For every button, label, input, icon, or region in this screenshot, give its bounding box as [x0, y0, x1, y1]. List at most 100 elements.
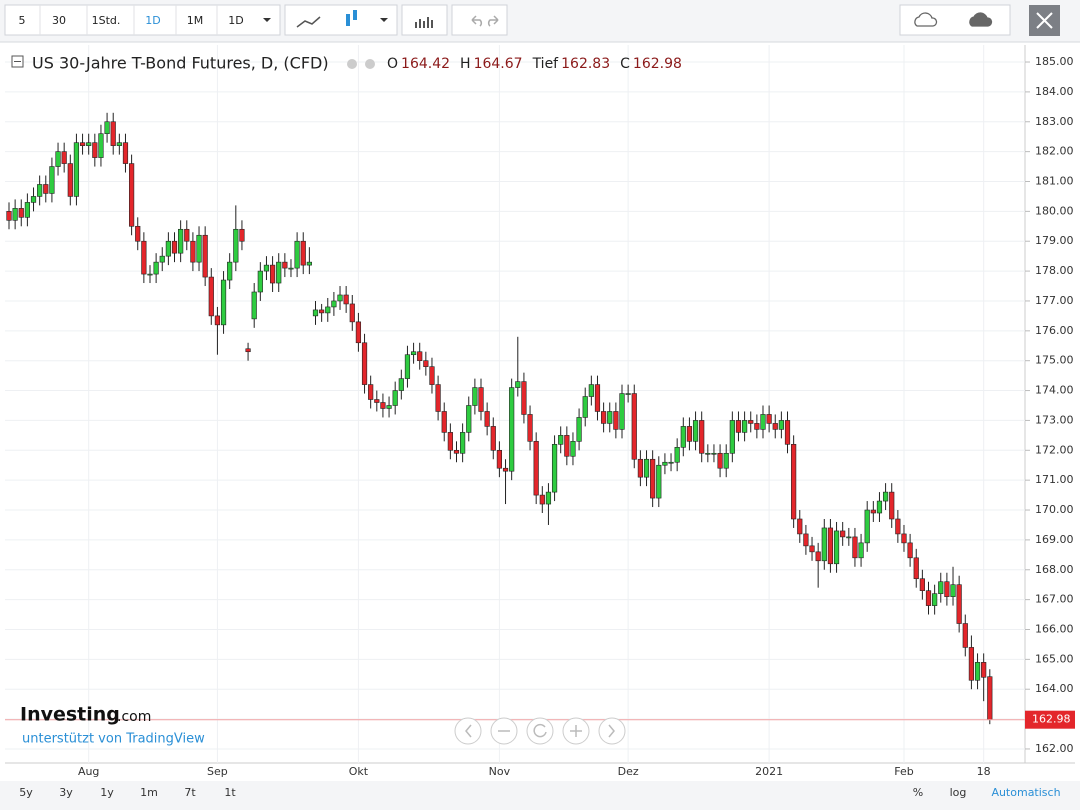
candle-body [987, 676, 993, 720]
undo-icon[interactable] [471, 15, 483, 27]
interval-button[interactable]: 5 [19, 14, 26, 27]
candle-body [141, 240, 147, 275]
ohlc-value: 162.98 [633, 56, 682, 72]
candle-body [410, 351, 417, 356]
candle-body [889, 491, 895, 520]
candle-body [18, 208, 24, 218]
indicator-icon [415, 17, 433, 28]
candle-body [582, 396, 588, 418]
y-tick-label: 162.00 [1035, 742, 1074, 755]
y-tick-label: 182.00 [1035, 145, 1074, 158]
candle-body [754, 423, 760, 430]
candle-body [355, 321, 362, 344]
candle-icon[interactable] [353, 10, 357, 20]
interval-button[interactable]: 1D [145, 14, 160, 27]
candle-body [73, 142, 80, 197]
candle-body [325, 306, 331, 314]
candle-body [601, 411, 607, 424]
y-tick-label: 169.00 [1035, 533, 1074, 546]
range-button[interactable]: 1y [100, 786, 114, 799]
ohlc-value: 164.42 [401, 56, 450, 72]
candle-body [300, 240, 306, 266]
scroll-left[interactable] [454, 717, 482, 745]
candle-body [938, 581, 944, 594]
dropdown-arrow[interactable] [263, 18, 271, 22]
candle-body [729, 420, 735, 454]
candle-body [919, 578, 925, 591]
candle-body [827, 527, 834, 565]
candle-body [668, 461, 674, 464]
candle-body [901, 533, 907, 544]
scale-button[interactable]: % [913, 786, 923, 799]
plot-area [5, 45, 1025, 763]
redo-icon[interactable] [487, 15, 499, 27]
candle-body [723, 452, 729, 469]
eye-icon[interactable] [347, 59, 357, 69]
candle-body [564, 435, 570, 457]
candle-body [870, 509, 876, 514]
candle-body [263, 264, 270, 272]
candle-body [380, 402, 386, 409]
range-button[interactable]: 1m [140, 786, 158, 799]
y-tick-label: 168.00 [1035, 563, 1074, 576]
settings-icon[interactable] [365, 59, 375, 69]
range-button[interactable]: 5y [19, 786, 33, 799]
candle-body [735, 420, 742, 433]
credit: unterstützt von TradingView [22, 732, 205, 747]
interval-button[interactable]: 1Std. [92, 14, 121, 27]
candle-body [294, 240, 300, 269]
scale-button[interactable]: Automatisch [991, 786, 1060, 799]
candle-body [797, 518, 803, 535]
ohlc-label: C [620, 56, 630, 72]
candle-body [741, 420, 748, 433]
candle-body [312, 309, 319, 317]
candle-body [791, 444, 797, 520]
candle-body [613, 411, 619, 430]
scroll-right[interactable] [598, 717, 626, 745]
candle-body [343, 294, 349, 305]
candle-body [190, 240, 196, 263]
candle-body [692, 420, 699, 442]
candle-body [337, 294, 343, 302]
candle-body [116, 142, 122, 146]
interval-button[interactable]: 1M [187, 14, 204, 27]
candle-body [956, 584, 962, 624]
candle-body [49, 166, 55, 194]
range-button[interactable]: 3y [59, 786, 73, 799]
candle-body [30, 196, 37, 203]
range-button[interactable]: 7t [184, 786, 196, 799]
candle-body [932, 593, 938, 606]
candle-body [257, 270, 263, 293]
candle-body [631, 393, 637, 460]
candle-body [159, 255, 165, 263]
candle-body [643, 458, 650, 478]
reset[interactable] [526, 717, 554, 745]
candle-body [171, 240, 178, 254]
candle-body [386, 405, 392, 409]
range-button[interactable]: 1t [224, 786, 236, 799]
y-tick-label: 172.00 [1035, 443, 1074, 456]
y-tick-label: 174.00 [1035, 384, 1074, 397]
candle-body [551, 444, 558, 493]
cloud-upload[interactable] [969, 12, 993, 27]
ohlc-value: 164.67 [474, 56, 523, 72]
candle-body [527, 414, 533, 442]
candle-body [43, 184, 49, 194]
ohlc-label: Tief [532, 56, 560, 72]
candle-icon[interactable] [346, 14, 350, 26]
candle-body [368, 384, 374, 400]
interval-button[interactable]: 1D [228, 14, 243, 27]
scale-button[interactable]: log [950, 786, 967, 799]
candle-body [319, 309, 325, 314]
y-tick-label: 177.00 [1035, 294, 1074, 307]
cloud-download[interactable] [914, 12, 938, 27]
dropdown-arrow[interactable] [380, 18, 388, 22]
candle-body [153, 261, 159, 275]
zoom-controls [454, 717, 626, 745]
indicator-button[interactable] [401, 4, 448, 36]
interval-button[interactable]: 30 [52, 14, 66, 27]
candle-body [349, 303, 355, 323]
line-chart-icon[interactable] [296, 16, 321, 28]
candle-body [895, 518, 901, 535]
candle-body [760, 414, 766, 430]
